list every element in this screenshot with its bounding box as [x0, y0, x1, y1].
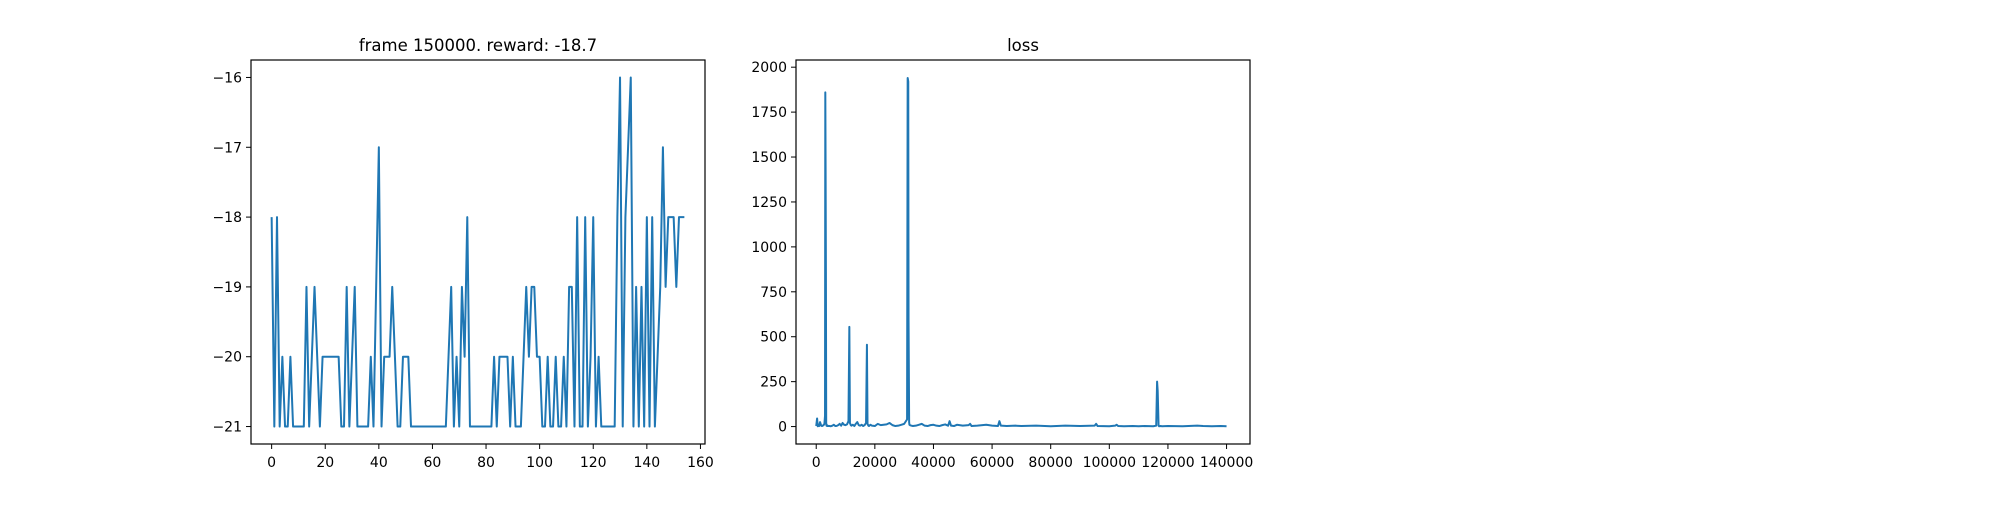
- loss-chart-title: loss: [1007, 36, 1039, 55]
- loss-y-tick-label: 2000: [751, 60, 787, 76]
- loss-x-tick-label: 60000: [970, 455, 1015, 471]
- loss-x-tick-label: 120000: [1141, 455, 1194, 471]
- reward-y-tick-label: −16: [212, 70, 242, 86]
- loss-y-tick-label: 0: [778, 420, 787, 436]
- reward-x-tick-label: 60: [424, 455, 442, 471]
- reward-x-tick-label: 0: [267, 455, 276, 471]
- loss-y-tick-label: 750: [760, 285, 787, 301]
- loss-axes-frame: [795, 59, 1251, 445]
- loss-x-tick-label: 80000: [1028, 455, 1073, 471]
- reward-chart-title: frame 150000. reward: -18.7: [359, 36, 597, 55]
- loss-series-line: [815, 76, 1227, 428]
- loss-x-tick-label: 40000: [911, 455, 956, 471]
- reward-x-tick-label: 160: [687, 455, 714, 471]
- loss-plot-area: 0 20000 40000 60000 80000 100000 120000 140000 0…: [751, 59, 1253, 471]
- loss-x-tick-label: 0: [812, 455, 821, 471]
- loss-x-tick-label: 100000: [1083, 455, 1136, 471]
- reward-y-tick-label: −19: [212, 280, 242, 296]
- reward-axes-frame: [250, 59, 706, 445]
- reward-x-tick-label: 100: [526, 455, 553, 471]
- loss-y-tick-label: 1250: [751, 195, 787, 211]
- reward-y-tick-label: −20: [212, 350, 242, 366]
- reward-x-tick-label: 120: [580, 455, 607, 471]
- reward-y-tick-label: −17: [212, 140, 242, 156]
- loss-x-tick-label: 20000: [853, 455, 898, 471]
- loss-chart: loss 0 20000 40000 60000 80000 100000 120000 14…: [751, 36, 1253, 471]
- loss-y-tick-label: 1750: [751, 105, 787, 121]
- loss-y-tick-label: 500: [760, 330, 787, 346]
- reward-x-tick-label: 80: [477, 455, 495, 471]
- loss-y-tick-label: 1000: [751, 240, 787, 256]
- reward-series-line: [270, 76, 685, 428]
- loss-y-tick-label: 1500: [751, 150, 787, 166]
- reward-x-tick-label: 20: [316, 455, 334, 471]
- reward-chart: frame 150000. reward: -18.7 0 20 40 60 80 100…: [212, 36, 713, 471]
- reward-y-tick-label: −18: [212, 210, 242, 226]
- reward-x-tick-label: 140: [633, 455, 660, 471]
- loss-x-tick-label: 140000: [1200, 455, 1253, 471]
- reward-y-tick-label: −21: [212, 420, 242, 436]
- reward-x-tick-label: 40: [370, 455, 388, 471]
- reward-plot-area: 0 20 40 60 80 100 120 140 160 −21 −20 −19 −18 −17 −16: [212, 59, 714, 471]
- loss-y-tick-label: 250: [760, 375, 787, 391]
